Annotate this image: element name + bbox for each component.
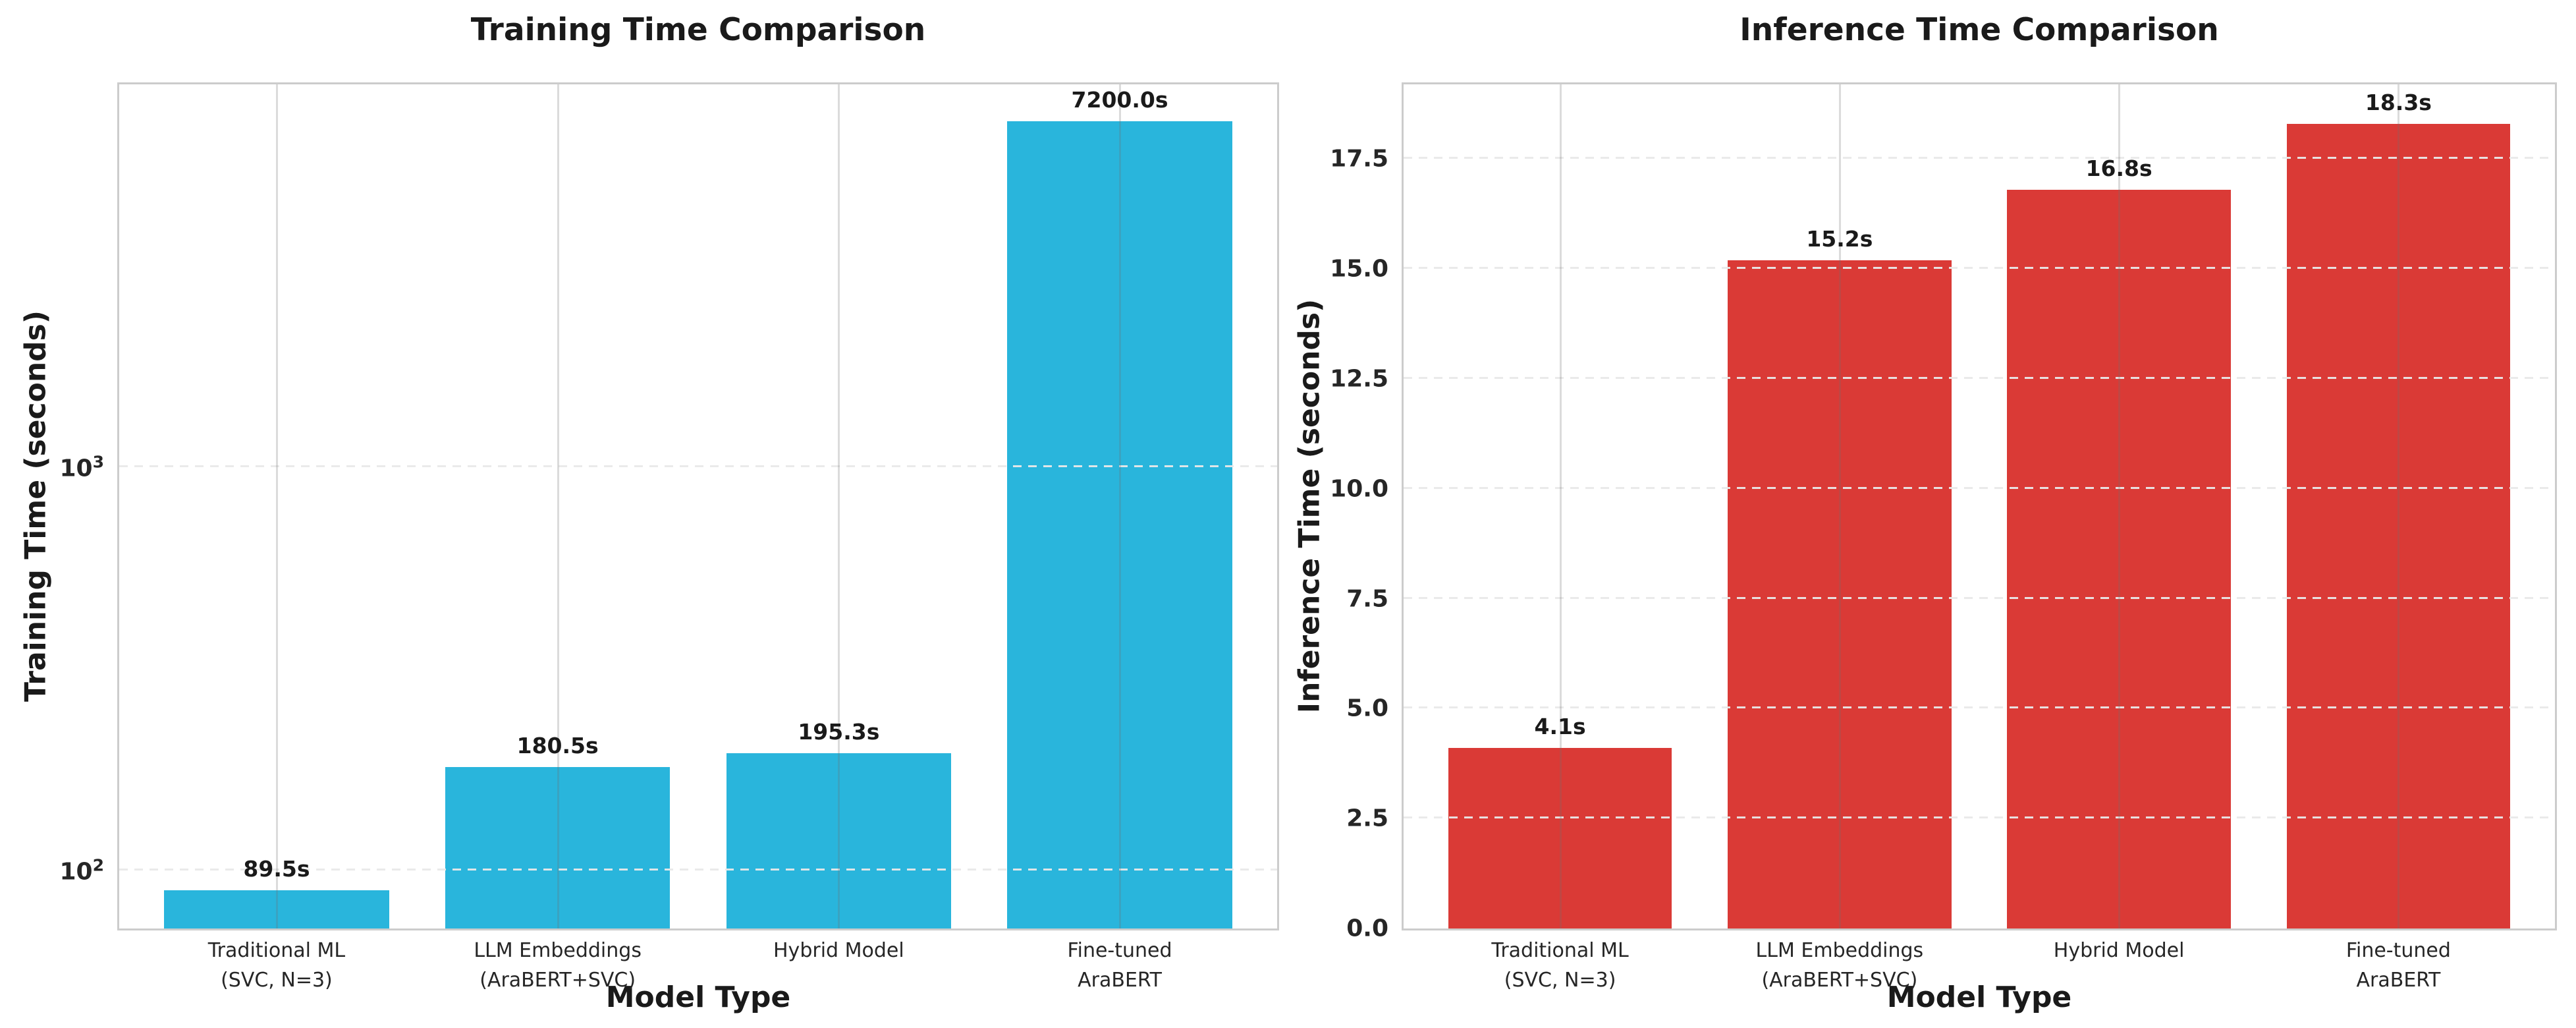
y-tick-text: 12.5 xyxy=(1330,365,1388,393)
gridline-horizontal xyxy=(1404,486,2555,489)
y-tick-text: 15.0 xyxy=(1330,255,1388,283)
y-tick-text: 5.0 xyxy=(1346,695,1388,722)
bar-1 xyxy=(1448,748,1672,928)
bar-3 xyxy=(726,753,951,928)
bar-4 xyxy=(1007,121,1232,928)
y-tick-label: 15.0 xyxy=(1330,256,1388,283)
gridline-horizontal xyxy=(1404,706,2555,709)
y-tick-text: 2.5 xyxy=(1346,805,1388,832)
x-tick-label: Fine-tuned AraBERT xyxy=(2345,939,2451,992)
y-tick-text: 17.5 xyxy=(1330,145,1388,173)
bar-1 xyxy=(164,890,389,928)
bar-4 xyxy=(2286,124,2511,928)
y-tick-label: 12.5 xyxy=(1330,366,1388,393)
chart-title-inference: Inference Time Comparison xyxy=(1740,12,2219,48)
x-tick-label: LLM Embeddings (AraBERT+SVC) xyxy=(474,939,642,992)
gridline-vertical xyxy=(2398,84,2400,928)
y-tick-label: 0.0 xyxy=(1346,915,1388,942)
gridline-vertical xyxy=(838,84,840,928)
y-tick-label: 103 xyxy=(59,453,104,482)
y-tick-text: 7.5 xyxy=(1346,585,1388,613)
plot-area xyxy=(117,82,1279,930)
y-tick-label: 2.5 xyxy=(1346,805,1388,832)
bar-value-label: 4.1s xyxy=(1534,714,1586,740)
x-tick-label: Fine-tuned AraBERT xyxy=(1067,939,1172,992)
gridline-vertical xyxy=(1559,84,1562,928)
chart-title-training: Training Time Comparison xyxy=(470,12,926,48)
gridline-horizontal xyxy=(1404,377,2555,380)
y-axis-label-inference: Inference Time (seconds) xyxy=(1292,299,1327,714)
gridline-horizontal xyxy=(1404,816,2555,819)
plot-area xyxy=(1402,82,2557,930)
bar-value-label: 7200.0s xyxy=(1071,87,1168,113)
y-tick-label: 102 xyxy=(59,856,104,886)
y-tick-label: 17.5 xyxy=(1330,146,1388,173)
gridline-horizontal xyxy=(119,465,1277,468)
bar-value-label: 18.3s xyxy=(2365,90,2432,116)
x-axis-label-training: Model Type xyxy=(605,981,791,1014)
y-tick-text: 10 xyxy=(59,455,93,482)
bar-value-label: 89.5s xyxy=(243,855,310,882)
x-tick-label: Traditional ML (SVC, N=3) xyxy=(1491,939,1629,992)
gridline-vertical xyxy=(1119,84,1122,928)
gridline-horizontal xyxy=(119,869,1277,871)
gridline-vertical xyxy=(557,84,559,928)
y-tick-exponent: 2 xyxy=(92,855,104,875)
bar-value-label: 16.8s xyxy=(2085,156,2152,182)
bar-3 xyxy=(2007,190,2231,928)
x-tick-label: LLM Embeddings (AraBERT+SVC) xyxy=(1755,939,1924,992)
y-tick-label: 7.5 xyxy=(1346,585,1388,612)
y-tick-text: 10.0 xyxy=(1330,475,1388,503)
bar-2 xyxy=(445,767,671,928)
x-tick-label: Hybrid Model xyxy=(2053,939,2185,962)
gridline-horizontal xyxy=(1404,596,2555,599)
gridline-vertical xyxy=(2118,84,2121,928)
y-tick-text: 10 xyxy=(59,858,93,886)
y-tick-exponent: 3 xyxy=(92,452,104,472)
y-tick-label: 5.0 xyxy=(1346,695,1388,722)
x-tick-label: Traditional ML (SVC, N=3) xyxy=(207,939,346,992)
x-axis-label-inference: Model Type xyxy=(1886,981,2072,1014)
gridline-horizontal xyxy=(1404,267,2555,270)
gridline-vertical xyxy=(275,84,278,928)
bar-value-label: 195.3s xyxy=(798,719,880,745)
y-tick-label: 10.0 xyxy=(1330,475,1388,502)
y-tick-text: 0.0 xyxy=(1346,915,1388,942)
gridline-vertical xyxy=(1838,84,1841,928)
x-tick-label: Hybrid Model xyxy=(773,939,904,962)
y-axis-label-training: Training Time (seconds) xyxy=(18,310,53,702)
bar-value-label: 180.5s xyxy=(516,733,599,759)
bar-value-label: 15.2s xyxy=(1806,225,1873,252)
gridline-horizontal xyxy=(1404,157,2555,159)
